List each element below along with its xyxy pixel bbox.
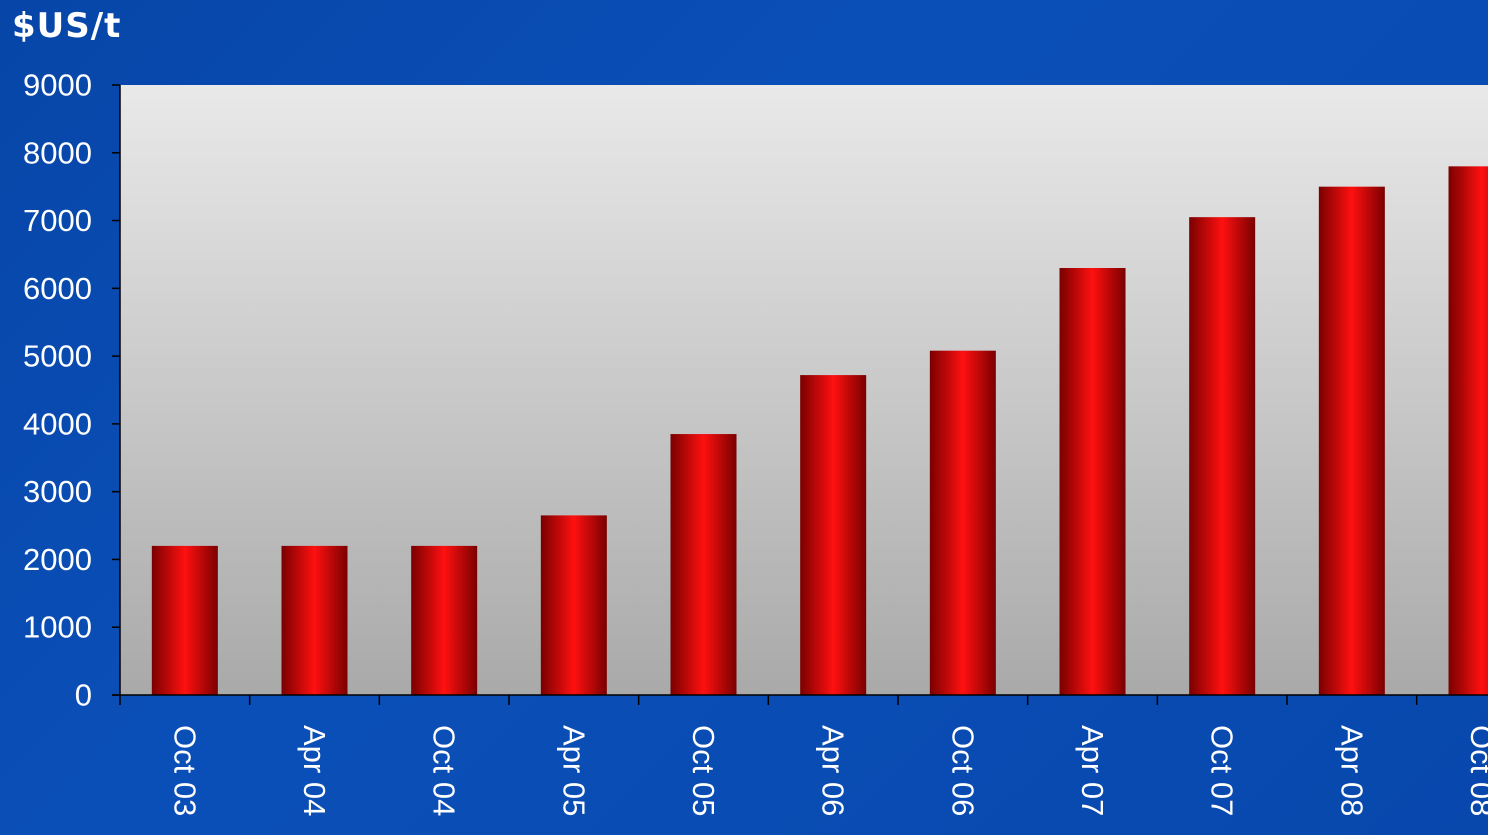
bar (1448, 166, 1488, 696)
y-tick-label: 7000 (23, 203, 92, 238)
bar (670, 434, 737, 695)
y-tick-label: 3000 (23, 474, 92, 509)
x-tick-label: Oct 05 (686, 725, 721, 816)
y-tick-label: 8000 (23, 135, 92, 170)
x-tick-label: Oct 03 (167, 725, 202, 816)
y-tick-label: 9000 (23, 68, 92, 103)
bar (540, 515, 607, 695)
y-tick-label: 1000 (23, 610, 92, 645)
bar (800, 375, 867, 695)
bar (151, 545, 218, 695)
y-tick-label: 5000 (23, 339, 92, 374)
x-tick-label: Apr 07 (1075, 725, 1110, 816)
y-tick-label: 4000 (23, 406, 92, 441)
x-tick-label: Apr 08 (1334, 725, 1369, 816)
bar (411, 545, 478, 695)
x-tick-label: Oct 08 (1464, 725, 1488, 816)
x-tick-label: Oct 07 (1205, 725, 1240, 816)
y-tick-label: 0 (75, 678, 92, 713)
bar (929, 350, 996, 695)
bar (1189, 217, 1256, 695)
x-tick-label: Apr 04 (297, 725, 332, 816)
y-tick-label: 2000 (23, 542, 92, 577)
bar (1059, 268, 1126, 695)
x-tick-label: Oct 04 (427, 725, 462, 816)
y-tick-label: 6000 (23, 271, 92, 306)
y-axis-unit-label: $US/t (12, 6, 122, 46)
bar (281, 545, 348, 695)
x-tick-label: Oct 06 (945, 725, 980, 816)
x-tick-label: Apr 06 (816, 725, 851, 816)
bar (1318, 186, 1385, 695)
x-tick-label: Apr 05 (556, 725, 591, 816)
